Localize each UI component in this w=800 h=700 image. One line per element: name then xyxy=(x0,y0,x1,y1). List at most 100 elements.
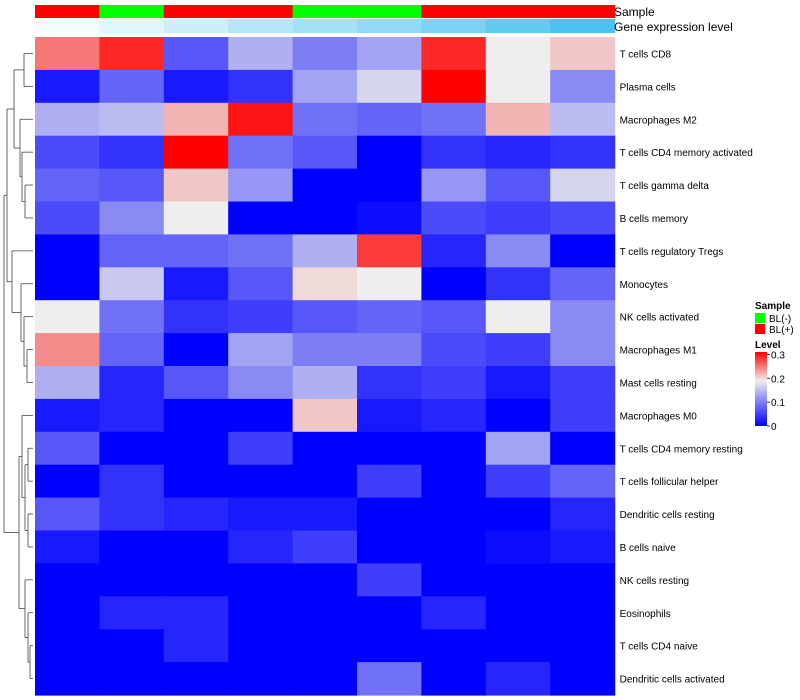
heatmap-cell xyxy=(421,69,487,104)
heatmap-cell xyxy=(292,530,358,564)
heatmap-cell xyxy=(163,629,229,663)
heatmap-cell xyxy=(163,596,229,630)
heatmap-cell xyxy=(292,135,358,170)
sample-annotation-cell xyxy=(550,5,616,18)
heatmap-cell xyxy=(228,69,294,104)
heatmap-cell xyxy=(228,596,294,630)
heatmap-cell xyxy=(357,629,422,663)
gene-expression-annotation-cell xyxy=(292,19,358,33)
heatmap-cell xyxy=(292,563,358,597)
row-label: NK cells resting xyxy=(620,576,689,587)
heatmap-cell xyxy=(163,135,229,170)
row-label: Dendritic cells resting xyxy=(620,510,715,521)
heatmap-cell xyxy=(292,69,358,104)
heatmap-cell xyxy=(485,37,551,71)
sample-annotation-cell xyxy=(357,5,422,18)
heatmap-cell xyxy=(550,596,616,630)
heatmap-cell xyxy=(292,234,358,268)
heatmap-cell xyxy=(228,563,294,597)
heatmap-cell xyxy=(35,69,100,104)
heatmap-cell xyxy=(163,201,229,235)
row-labels: T cells CD8 Plasma cells Macrophages M2 T c… xyxy=(620,49,753,685)
heatmap-cell xyxy=(35,464,100,499)
heatmap-cell xyxy=(228,201,294,235)
heatmap-cell xyxy=(421,629,487,663)
heatmap-cell xyxy=(35,102,100,137)
row-label: Macrophages M2 xyxy=(620,115,698,126)
heatmap-cell xyxy=(550,333,616,367)
sample-annotation-cell xyxy=(485,5,551,18)
heatmap-cell xyxy=(228,300,294,334)
heatmap-cell xyxy=(228,267,294,301)
legend-sample-label: BL(+) xyxy=(769,325,794,336)
legend-sample-title: Sample xyxy=(755,301,791,312)
heatmap-cell xyxy=(550,267,616,301)
heatmap-cell xyxy=(228,629,294,663)
heatmap-cell xyxy=(357,234,422,268)
heatmap-cell xyxy=(228,333,294,367)
row-label: T cells CD8 xyxy=(620,49,672,60)
heatmap-cell xyxy=(163,398,229,433)
heatmap-cell xyxy=(357,37,422,71)
legend-sample-label: BL(-) xyxy=(769,314,791,325)
heatmap-cell xyxy=(35,563,100,597)
heatmap-cell xyxy=(163,662,229,696)
heatmap-cell xyxy=(228,366,294,400)
row-label: Dendritic cells activated xyxy=(620,675,725,686)
heatmap-cell xyxy=(228,662,294,696)
heatmap-cells xyxy=(35,37,616,696)
heatmap-cell xyxy=(357,431,422,466)
heatmap-cell xyxy=(421,37,487,71)
heatmap-cell xyxy=(163,366,229,400)
heatmap-cell xyxy=(550,69,616,104)
heatmap-cell xyxy=(35,37,100,71)
heatmap-cell xyxy=(485,398,551,433)
row-label: T cells CD4 memory resting xyxy=(620,444,743,455)
heatmap-cell xyxy=(228,431,294,466)
heatmap-cell xyxy=(228,464,294,499)
row-label: T cells follicular helper xyxy=(620,477,719,488)
heatmap-cell xyxy=(485,69,551,104)
row-label: Monocytes xyxy=(620,280,668,291)
heatmap-cell xyxy=(99,398,165,433)
heatmap-cell xyxy=(35,497,100,532)
heatmap-cell xyxy=(485,366,551,400)
heatmap-cell xyxy=(35,300,100,334)
heatmap-cell xyxy=(99,596,165,630)
sample-annotation-cell xyxy=(99,5,165,18)
heatmap-cell xyxy=(485,596,551,630)
heatmap-cell xyxy=(99,102,165,137)
heatmap-cell xyxy=(485,497,551,532)
heatmap-cell xyxy=(550,530,616,564)
heatmap-cell xyxy=(292,201,358,235)
row-label: NK cells activated xyxy=(620,313,699,324)
gene-expression-annotation-track xyxy=(35,19,616,33)
gene-expression-annotation-cell xyxy=(163,19,229,33)
heatmap-cell xyxy=(163,300,229,334)
heatmap-cell xyxy=(485,464,551,499)
gene-expression-annotation-cell xyxy=(485,19,551,33)
heatmap-cell xyxy=(35,333,100,367)
heatmap-cell xyxy=(550,398,616,433)
heatmap-cell xyxy=(99,497,165,532)
heatmap-cell xyxy=(35,596,100,630)
row-label: Eosinophils xyxy=(620,609,671,620)
heatmap-cell xyxy=(485,300,551,334)
gene-expression-annotation-cell xyxy=(99,19,165,33)
row-dendrogram xyxy=(3,53,33,679)
row-label: T cells regulatory Tregs xyxy=(620,247,724,258)
heatmap-cell xyxy=(35,168,100,203)
legend-level-tick-label: 0 xyxy=(771,422,777,433)
heatmap-cell xyxy=(485,135,551,170)
heatmap-cell xyxy=(99,135,165,170)
legend-level-title: Level xyxy=(755,340,781,351)
sample-annotation-cell xyxy=(163,5,229,18)
row-label: T cells CD4 memory activated xyxy=(620,148,753,159)
heatmap-cell xyxy=(550,168,616,203)
heatmap-cell xyxy=(292,300,358,334)
heatmap-cell xyxy=(292,333,358,367)
heatmap-cell xyxy=(228,530,294,564)
heatmap-cell xyxy=(99,37,165,71)
heatmap-cell xyxy=(421,398,487,433)
heatmap-cell xyxy=(292,102,358,137)
